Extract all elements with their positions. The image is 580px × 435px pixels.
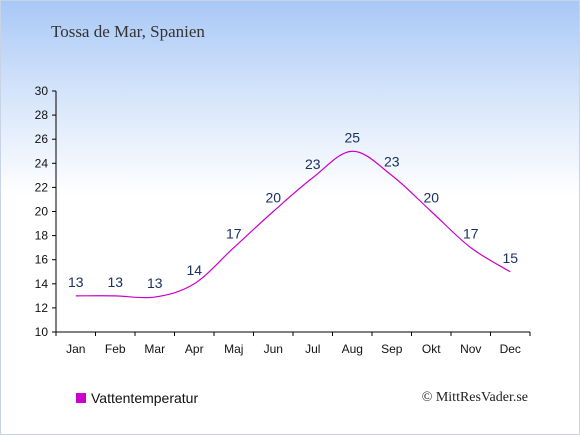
y-tick-label: 16 [35, 253, 49, 267]
data-label: 23 [384, 153, 400, 169]
legend-swatch [76, 393, 86, 403]
data-label: 25 [344, 129, 360, 145]
y-tick-label: 26 [35, 132, 49, 146]
data-label: 17 [463, 226, 479, 242]
x-tick-label: Jan [66, 342, 85, 356]
y-tick-label: 24 [35, 156, 49, 170]
data-label: 15 [502, 250, 518, 266]
y-tick-label: 10 [35, 325, 49, 339]
x-tick-label: Maj [224, 342, 243, 356]
credit-text: © MittResVader.se [421, 390, 528, 405]
data-label: 13 [107, 274, 123, 290]
data-label: 20 [423, 190, 439, 206]
data-label: 23 [305, 156, 321, 172]
data-label: 17 [226, 226, 242, 242]
series-line-vattentemperatur [75, 150, 511, 299]
data-label: 20 [265, 190, 281, 206]
chart-title: Tossa de Mar, Spanien [51, 22, 205, 41]
y-tick-label: 22 [35, 180, 49, 194]
x-tick-label: Feb [105, 342, 126, 356]
x-tick-label: Jul [305, 342, 320, 356]
x-tick-label: Dec [500, 342, 521, 356]
y-tick-label: 12 [35, 301, 49, 315]
x-tick-label: Nov [460, 342, 481, 356]
y-tick-label: 30 [35, 84, 49, 98]
x-tick-label: Okt [422, 342, 441, 356]
x-tick-label: Mar [144, 342, 165, 356]
legend-label: Vattentemperatur [91, 390, 199, 406]
y-tick-label: 28 [35, 108, 49, 122]
legend: Vattentemperatur [76, 390, 198, 406]
y-tick-label: 18 [35, 229, 49, 243]
x-tick-label: Jun [264, 342, 283, 356]
x-tick-label: Aug [342, 342, 363, 356]
x-tick-label: Sep [381, 342, 403, 356]
data-label: 14 [186, 262, 202, 278]
x-tick-label: Apr [185, 342, 204, 356]
y-tick-label: 20 [35, 205, 49, 219]
data-label: 13 [68, 274, 84, 290]
y-tick-label: 14 [35, 277, 49, 291]
data-label: 13 [147, 275, 163, 291]
